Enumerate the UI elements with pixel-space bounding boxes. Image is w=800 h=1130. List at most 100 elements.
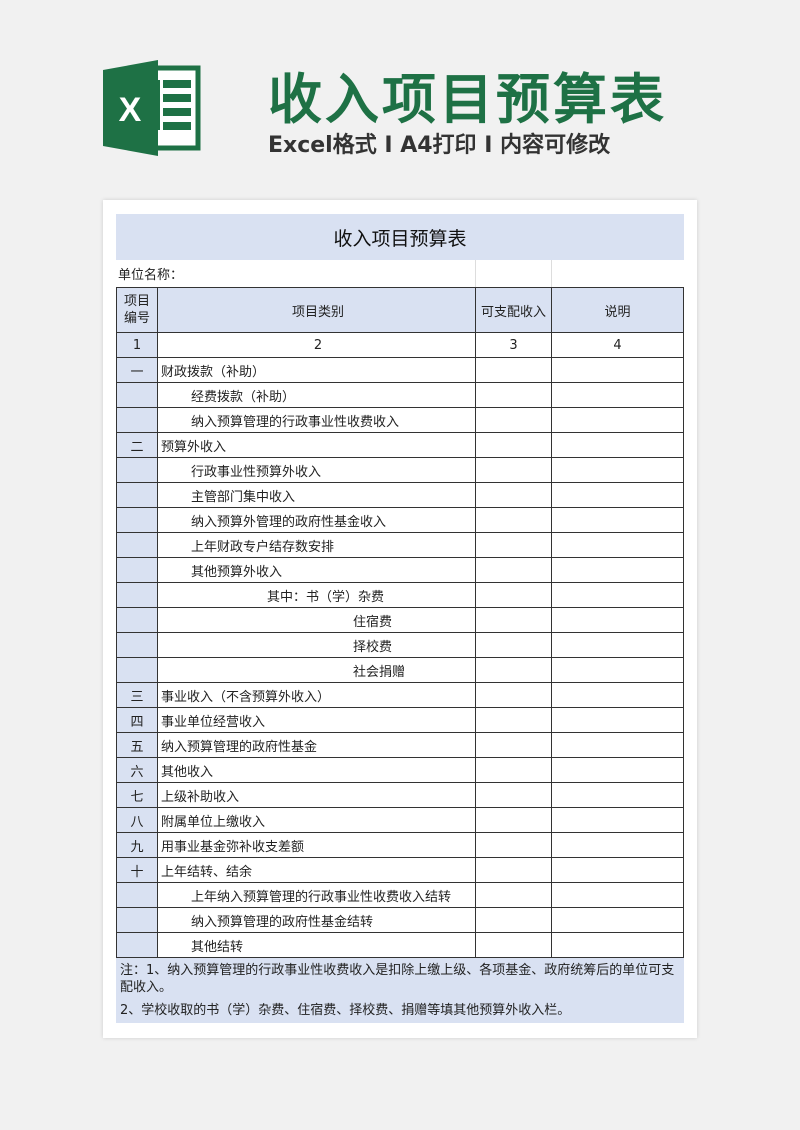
- income-cell[interactable]: [476, 883, 552, 908]
- row-no: 六: [116, 758, 158, 783]
- note-cell[interactable]: [552, 633, 684, 658]
- income-cell[interactable]: [476, 658, 552, 683]
- row-no: 十: [116, 858, 158, 883]
- row-item: 上年结转、结余: [158, 858, 476, 883]
- income-cell[interactable]: [476, 858, 552, 883]
- note-cell[interactable]: [552, 758, 684, 783]
- income-cell[interactable]: [476, 433, 552, 458]
- row-item: 住宿费: [158, 608, 476, 633]
- income-cell[interactable]: [476, 633, 552, 658]
- income-cell[interactable]: [476, 908, 552, 933]
- table-row: 八 附属单位上缴收入: [116, 808, 684, 833]
- note-cell[interactable]: [552, 583, 684, 608]
- excel-logo-icon: X: [103, 60, 201, 156]
- note-cell[interactable]: [552, 533, 684, 558]
- note-cell[interactable]: [552, 933, 684, 958]
- row-no: [116, 483, 158, 508]
- table-row: 二 预算外收入: [116, 433, 684, 458]
- income-cell[interactable]: [476, 383, 552, 408]
- row-item: 其中：书（学）杂费: [158, 583, 476, 608]
- note-cell[interactable]: [552, 883, 684, 908]
- note-cell[interactable]: [552, 658, 684, 683]
- note-cell[interactable]: [552, 408, 684, 433]
- income-cell[interactable]: [476, 708, 552, 733]
- cell[interactable]: [552, 260, 684, 287]
- note-cell[interactable]: [552, 708, 684, 733]
- income-cell[interactable]: [476, 608, 552, 633]
- note-cell[interactable]: [552, 683, 684, 708]
- income-cell[interactable]: [476, 483, 552, 508]
- note-cell[interactable]: [552, 483, 684, 508]
- note-cell[interactable]: [552, 808, 684, 833]
- note-cell[interactable]: [552, 908, 684, 933]
- row-no: [116, 908, 158, 933]
- row-item: 上年纳入预算管理的行政事业性收费收入结转: [158, 883, 476, 908]
- table-row: 三 事业收入（不含预算外收入）: [116, 683, 684, 708]
- cell[interactable]: [476, 260, 552, 287]
- row-no: [116, 608, 158, 633]
- header-income: 可支配收入: [476, 288, 552, 333]
- income-cell[interactable]: [476, 683, 552, 708]
- income-cell[interactable]: [476, 733, 552, 758]
- row-item: 上级补助收入: [158, 783, 476, 808]
- note-1: 注：1、纳入预算管理的行政事业性收费收入是扣除上缴上级、各项基金、政府统筹后的单…: [120, 963, 675, 995]
- row-item: 财政拨款（补助）: [158, 358, 476, 383]
- note-cell[interactable]: [552, 833, 684, 858]
- index-cell: 2: [158, 333, 476, 358]
- note-cell[interactable]: [552, 733, 684, 758]
- note-cell[interactable]: [552, 783, 684, 808]
- row-item: 主管部门集中收入: [158, 483, 476, 508]
- row-no: [116, 583, 158, 608]
- note-cell[interactable]: [552, 383, 684, 408]
- header-no: 项目编号: [116, 288, 158, 333]
- row-no: 八: [116, 808, 158, 833]
- income-cell[interactable]: [476, 458, 552, 483]
- row-item: 上年财政专户结存数安排: [158, 533, 476, 558]
- income-cell[interactable]: [476, 808, 552, 833]
- table-row: 五 纳入预算管理的政府性基金: [116, 733, 684, 758]
- note-cell[interactable]: [552, 433, 684, 458]
- row-item: 纳入预算外管理的政府性基金收入: [158, 508, 476, 533]
- row-item: 纳入预算管理的政府性基金结转: [158, 908, 476, 933]
- note-cell[interactable]: [552, 558, 684, 583]
- row-item: 其他结转: [158, 933, 476, 958]
- table-body: 一 财政拨款（补助） 经费拨款（补助） 纳入预算管理的行政事业性收费收入 二 预…: [116, 358, 684, 958]
- table-row: 其他预算外收入: [116, 558, 684, 583]
- note-cell[interactable]: [552, 358, 684, 383]
- table-row: 主管部门集中收入: [116, 483, 684, 508]
- note-cell[interactable]: [552, 608, 684, 633]
- table-row: 经费拨款（补助）: [116, 383, 684, 408]
- income-cell[interactable]: [476, 508, 552, 533]
- notes: 注：1、纳入预算管理的行政事业性收费收入是扣除上缴上级、各项基金、政府统筹后的单…: [116, 958, 684, 1023]
- income-cell[interactable]: [476, 408, 552, 433]
- row-item: 预算外收入: [158, 433, 476, 458]
- income-cell[interactable]: [476, 583, 552, 608]
- sheet-title: 收入项目预算表: [116, 214, 684, 260]
- banner-subtitle: Excel格式 I A4打印 I 内容可修改: [268, 133, 611, 158]
- note-2: 2、学校收取的书（学）杂费、住宿费、择校费、捐赠等填其他预算外收入栏。: [120, 1003, 571, 1018]
- income-cell[interactable]: [476, 933, 552, 958]
- table-row: 纳入预算外管理的政府性基金收入: [116, 508, 684, 533]
- income-cell[interactable]: [476, 783, 552, 808]
- note-cell[interactable]: [552, 458, 684, 483]
- income-cell[interactable]: [476, 358, 552, 383]
- row-no: [116, 933, 158, 958]
- row-no: 一: [116, 358, 158, 383]
- note-cell[interactable]: [552, 858, 684, 883]
- income-cell[interactable]: [476, 558, 552, 583]
- table-row: 上年财政专户结存数安排: [116, 533, 684, 558]
- unit-name-label: 单位名称：: [116, 260, 476, 287]
- income-cell[interactable]: [476, 533, 552, 558]
- row-no: 九: [116, 833, 158, 858]
- income-cell[interactable]: [476, 758, 552, 783]
- table-row: 其他结转: [116, 933, 684, 958]
- note-cell[interactable]: [552, 508, 684, 533]
- row-no: [116, 383, 158, 408]
- table-row: 一 财政拨款（补助）: [116, 358, 684, 383]
- row-item: 事业单位经营收入: [158, 708, 476, 733]
- table-row: 住宿费: [116, 608, 684, 633]
- income-cell[interactable]: [476, 833, 552, 858]
- table-row: 七 上级补助收入: [116, 783, 684, 808]
- table-row: 择校费: [116, 633, 684, 658]
- table-row: 四 事业单位经营收入: [116, 708, 684, 733]
